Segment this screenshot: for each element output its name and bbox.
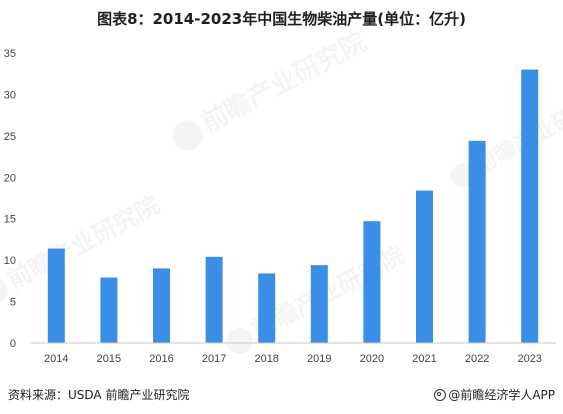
x-tick-label: 2018 <box>254 353 278 365</box>
y-tick-label: 10 <box>4 255 16 267</box>
y-tick-label: 5 <box>10 297 16 309</box>
brand-credit: @前瞻经济学人APP <box>434 386 555 403</box>
x-axis: 2014 2015 2016 2017 2018 2019 2020 2021 2022 2023 <box>44 353 542 365</box>
brand-text: @前瞻经济学人APP <box>448 388 555 402</box>
bars-group <box>47 69 539 344</box>
source-note: 资料来源：USDA 前瞻产业研究院 <box>8 388 190 402</box>
x-tick-label: 2015 <box>97 353 121 365</box>
y-tick-label: 30 <box>4 89 16 101</box>
bar-2017 <box>205 256 223 343</box>
y-tick-label: 35 <box>4 48 16 60</box>
chart-title: 图表8：2014-2023年中国生物柴油产量(单位：亿升) <box>97 10 466 28</box>
x-tick-label: 2019 <box>307 353 331 365</box>
bar-2022 <box>468 140 486 343</box>
y-tick-label: 0 <box>10 338 16 350</box>
bar-2016 <box>153 268 170 343</box>
x-tick-label: 2016 <box>149 353 173 365</box>
x-tick-label: 2022 <box>465 353 489 365</box>
bar-2014 <box>47 248 65 343</box>
x-tick-label: 2020 <box>360 353 384 365</box>
y-tick-label: 25 <box>4 131 16 143</box>
bar-2018 <box>258 273 276 343</box>
bar-2015 <box>100 277 118 343</box>
x-tick-label: 2023 <box>517 353 541 365</box>
x-tick-label: 2017 <box>202 353 226 365</box>
y-tick-label: 20 <box>4 172 16 184</box>
bar-2019 <box>310 265 328 343</box>
x-tick-label: 2021 <box>412 353 436 365</box>
x-tick-label: 2014 <box>44 353 68 365</box>
bar-2023 <box>521 69 539 344</box>
y-axis: 0 5 10 15 20 25 30 35 <box>4 48 16 350</box>
bar-2021 <box>416 190 433 343</box>
brand-logo-icon <box>434 388 447 401</box>
bar-2020 <box>363 221 381 343</box>
y-tick-label: 15 <box>4 214 16 226</box>
